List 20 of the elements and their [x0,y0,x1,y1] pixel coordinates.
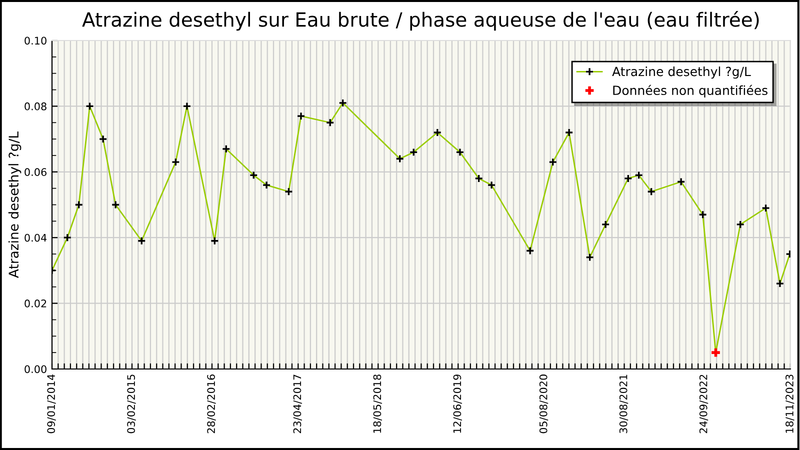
x-tick-label: 18/05/2018 [373,374,382,433]
x-tick-label: 09/01/2014 [47,374,56,434]
y-tick-label: 0.10 [24,36,46,45]
y-tick-label: 0.06 [24,168,46,176]
x-tick-label: 03/02/2015 [127,374,136,434]
y-axis-title: Atrazine desethyl ?g/L [8,132,22,278]
y-tick-label: 0.02 [24,300,46,308]
x-tick-label: 30/08/2021 [619,374,628,434]
chart-title: Atrazine desethyl sur Eau brute / phase aqueuse de l'eau (eau filtrée) [82,11,759,31]
y-tick-label: 0.08 [24,102,46,110]
x-tick-label: 24/09/2022 [699,374,708,434]
x-tick-label: 23/04/2017 [293,374,302,434]
y-tick-label: 0.04 [24,234,47,242]
x-tick-label: 28/02/2016 [207,374,216,434]
x-tick-label: 18/11/2023 [786,374,794,433]
legend-label: Atrazine desethyl ?g/L [612,66,751,79]
x-tick-label: 05/08/2020 [539,374,548,434]
x-tick-label: 12/06/2019 [453,374,462,433]
legend-label: Données non quantifiées [613,84,768,98]
y-tick-label: 0.00 [24,365,46,374]
